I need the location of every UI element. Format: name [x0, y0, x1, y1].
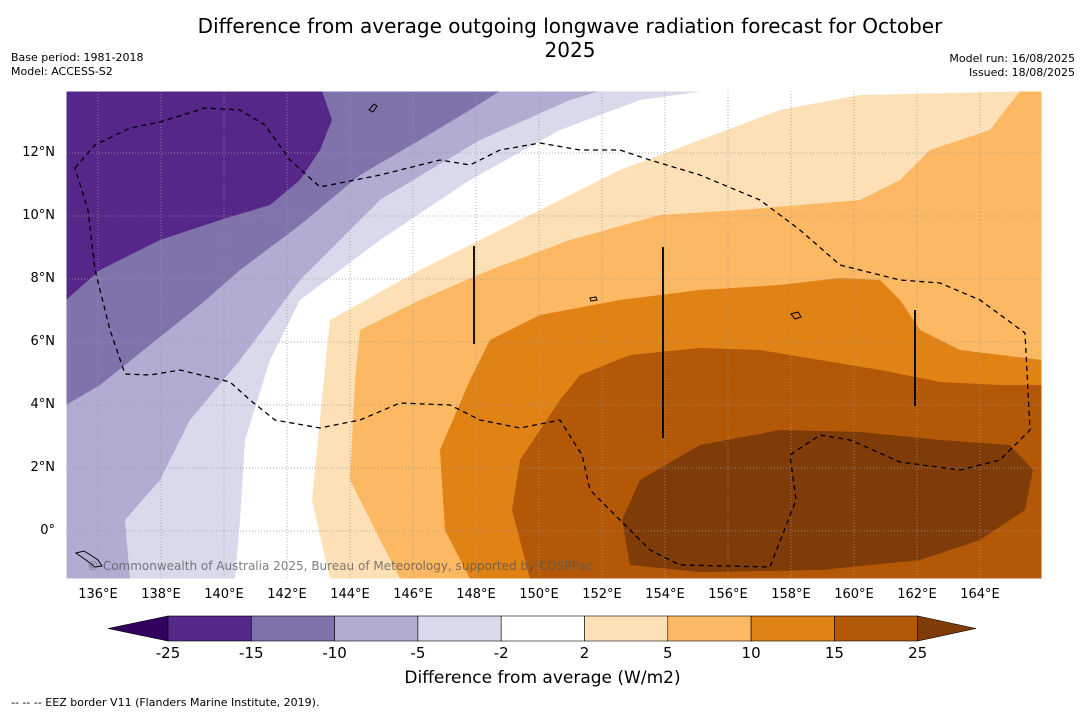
longitude-label: 154°E [645, 587, 685, 602]
longitude-label: 138°E [141, 587, 181, 602]
island-shape [790, 311, 802, 320]
colorbar-label: Difference from average (W/m2) [404, 668, 681, 688]
model-name: Model: ACCESS-S2 [11, 65, 113, 78]
latitude-label: 8°N [30, 271, 56, 286]
colorbar-segment [750, 615, 835, 642]
island-shape [589, 296, 598, 302]
latitude-label: 4°N [30, 397, 56, 412]
colorbar-segment [667, 615, 752, 642]
colorbar-tick-label: -25 [155, 644, 181, 662]
colorbar-segment [584, 615, 669, 642]
longitude-label: 158°E [771, 587, 811, 602]
latitude-label: 10°N [22, 208, 55, 223]
model-run: Model run: 16/08/2025 [949, 52, 1075, 65]
colorbar-tick-label: 2 [579, 644, 590, 662]
longitude-label: 146°E [393, 587, 433, 602]
colorbar-min-arrow [107, 615, 169, 642]
issued-date: Issued: 18/08/2025 [968, 66, 1075, 79]
longitude-label: 136°E [78, 587, 118, 602]
colorbar-tick-label: 25 [908, 644, 928, 662]
eez-legend-note: -- -- -- EEZ border V11 (Flanders Marine… [11, 696, 320, 709]
colorbar-segment [417, 615, 502, 642]
copyright-note: © Commonwealth of Australia 2025, Bureau… [87, 559, 593, 573]
colorbar-tick-label: -5 [410, 644, 426, 662]
longitude-label: 140°E [204, 587, 244, 602]
longitude-label: 150°E [519, 587, 559, 602]
meta-left: Base period: 1981-2018 Model: ACCESS-S2 [11, 51, 143, 79]
colorbar-segment [167, 615, 252, 642]
chart-title: Difference from average outgoing longwav… [197, 14, 943, 62]
longitude-label: 160°E [834, 587, 874, 602]
band-fill [66, 91, 332, 300]
island-shape [74, 550, 103, 568]
longitude-label: 162°E [897, 587, 937, 602]
longitude-label: 144°E [330, 587, 370, 602]
anomaly-field [66, 91, 1042, 579]
colorbar [107, 615, 977, 642]
base-period: Base period: 1981-2018 [11, 51, 144, 64]
colorbar-tick-label: 15 [824, 644, 844, 662]
longitude-label: 148°E [456, 587, 496, 602]
marker-lines [473, 246, 916, 438]
longitude-label: 152°E [582, 587, 622, 602]
colorbar-segment [334, 615, 419, 642]
colorbar-segment [500, 615, 585, 642]
map-frame [65, 90, 1043, 580]
coastlines [74, 103, 802, 568]
colorbar-max-arrow [917, 615, 977, 642]
eez-border [74, 107, 1031, 568]
longitude-label: 142°E [267, 587, 307, 602]
meta-right: Model run: 16/08/2025 Issued: 18/08/2025 [949, 52, 1075, 80]
longitude-label: 164°E [960, 587, 1000, 602]
colorbar-tick-label: 5 [663, 644, 673, 662]
colorbar-segment [251, 615, 335, 642]
longitude-label: 156°E [708, 587, 748, 602]
latitude-label: 6°N [30, 334, 56, 349]
colorbar-tick-label: -15 [239, 644, 264, 662]
colorbar-tick-label: -10 [322, 644, 347, 662]
colorbar-tick-label: -2 [493, 644, 509, 662]
latitude-label: 12°N [22, 145, 55, 160]
colorbar-segment [834, 615, 919, 642]
latitude-label: 2°N [30, 460, 56, 475]
band-fill [622, 430, 1033, 572]
island-shape [368, 103, 378, 113]
latitude-label: 0° [40, 523, 55, 538]
colorbar-tick-label: 10 [741, 644, 761, 662]
gridlines [66, 91, 1042, 579]
